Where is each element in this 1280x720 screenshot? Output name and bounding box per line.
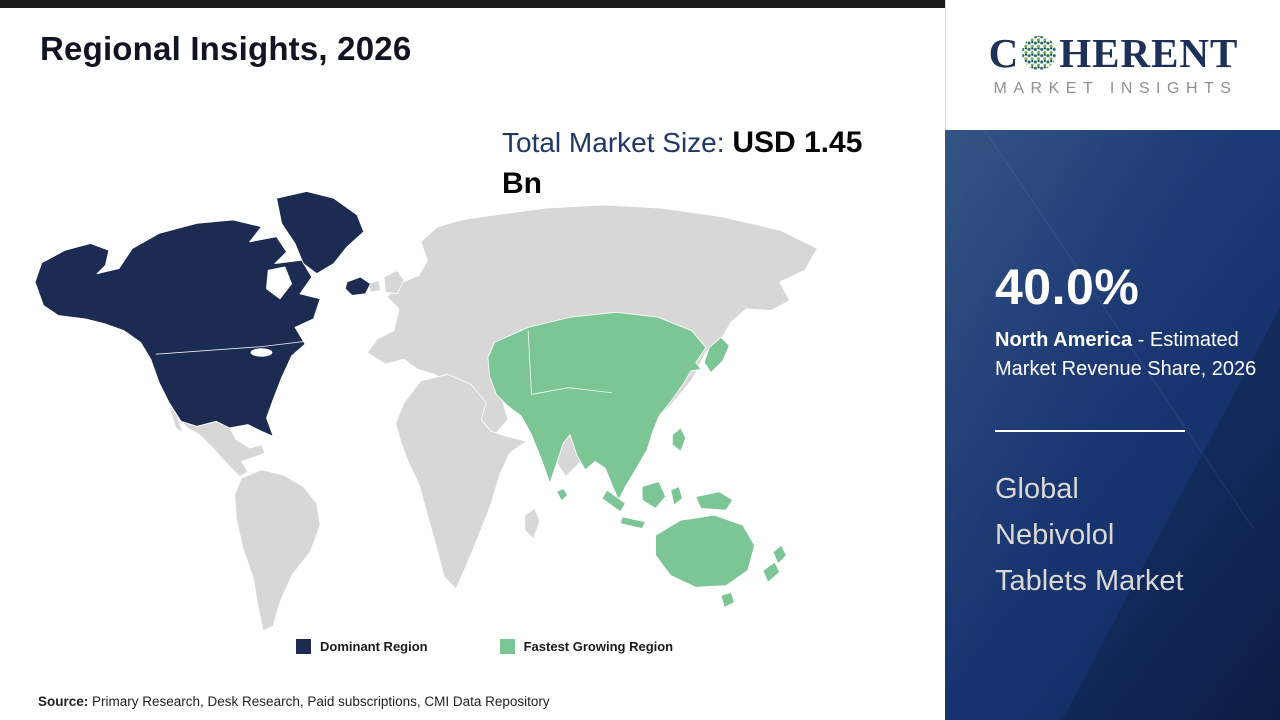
world-map	[25, 183, 830, 636]
map-region-asia-pacific-mainland	[487, 311, 707, 501]
map-region-south-america	[234, 469, 321, 632]
map-region-iceland	[344, 276, 371, 296]
map-region-java	[619, 516, 646, 529]
top-accent-bar	[0, 0, 945, 8]
logo-letter-c: C	[988, 29, 1020, 76]
logo: C HERENT MARKET INSIGHTS	[945, 0, 1280, 130]
legend-item-fastest-growing: Fastest Growing Region	[499, 639, 674, 654]
market-name: Global Nebivolol Tablets Market	[995, 466, 1184, 604]
map-region-ireland	[368, 279, 381, 293]
market-name-line-3: Tablets Market	[995, 565, 1184, 597]
map-region-japan	[703, 336, 730, 374]
globe-o-icon	[1022, 35, 1057, 71]
legend-item-dominant: Dominant Region	[296, 639, 428, 654]
logo-word-rest: HERENT	[1059, 29, 1239, 76]
map-region-uk	[383, 269, 405, 295]
map-region-new-guinea	[695, 491, 734, 511]
source-line: Source: Primary Research, Desk Research,…	[38, 694, 550, 709]
map-region-africa	[395, 373, 527, 590]
market-share-description: North America - Estimated Market Revenue…	[995, 326, 1261, 383]
legend-swatch-fastest-growing	[499, 639, 515, 654]
map-region-australia	[655, 514, 755, 588]
logo-subtitle: MARKET INSIGHTS	[993, 79, 1238, 97]
asia-internal-border-2	[531, 387, 613, 395]
map-region-southeast-asia-islands	[601, 481, 734, 529]
world-map-svg	[34, 191, 818, 632]
page-title: Regional Insights, 2026	[40, 30, 412, 67]
asia-internal-border-1	[527, 330, 532, 395]
map-region-greenland	[276, 191, 365, 275]
us-canada-border	[155, 341, 304, 355]
market-share-value: 40.0%	[995, 259, 1140, 315]
source-text: Primary Research, Desk Research, Paid su…	[88, 694, 550, 709]
logo-wordmark: C HERENT	[988, 29, 1239, 76]
hudson-bay	[266, 266, 293, 300]
legend-label-fastest-growing: Fastest Growing Region	[523, 639, 674, 654]
map-region-madagascar	[524, 508, 541, 540]
map-region-sulawesi	[670, 486, 683, 506]
market-size-label: Total Market Size:	[502, 127, 733, 158]
divider-line	[995, 430, 1185, 432]
map-region-tasmania	[720, 591, 735, 608]
great-lakes	[250, 348, 273, 357]
market-share-region: North America	[995, 329, 1133, 351]
market-size-value: USD 1.45 Bn	[502, 126, 863, 200]
map-region-philippines	[671, 427, 687, 452]
map-region-north-america	[34, 219, 321, 437]
legend-swatch-dominant	[296, 639, 311, 654]
source-label: Source:	[38, 694, 89, 709]
map-region-sri-lanka	[556, 487, 568, 502]
map-region-nz-south	[762, 561, 781, 583]
market-name-line-1: Global	[995, 473, 1079, 505]
map-region-sumatra	[601, 489, 626, 513]
map-region-mexico-central-america	[180, 420, 266, 478]
map-legend: Dominant Region Fastest Growing Region	[296, 639, 673, 654]
market-name-line-2: Nebivolol	[995, 519, 1115, 551]
map-region-nz-north	[772, 544, 787, 565]
legend-label-dominant: Dominant Region	[320, 639, 428, 654]
map-region-new-zealand	[762, 544, 787, 583]
total-market-size: Total Market Size: USD 1.45 Bn	[502, 122, 902, 204]
map-region-borneo	[641, 481, 667, 509]
market-share-desc-rest: - Estimated Market Revenue Share, 2026	[995, 329, 1257, 380]
right-panel: 40.0% North America - Estimated Market R…	[945, 130, 1280, 720]
